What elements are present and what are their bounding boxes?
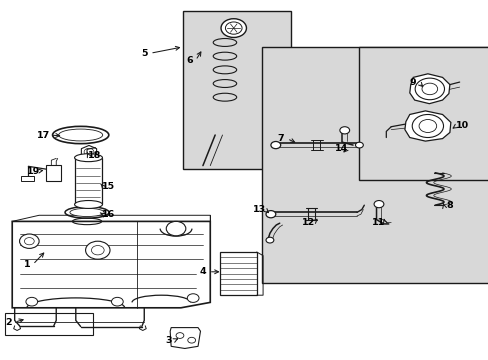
- Polygon shape: [12, 221, 210, 308]
- Text: 10: 10: [455, 122, 468, 130]
- Text: 13: 13: [252, 205, 265, 214]
- Circle shape: [265, 211, 275, 218]
- Circle shape: [20, 234, 39, 248]
- Circle shape: [339, 127, 349, 134]
- Text: 8: 8: [446, 201, 452, 210]
- Text: 6: 6: [186, 56, 193, 65]
- Text: 16: 16: [102, 210, 115, 219]
- Bar: [5, 313, 93, 335]
- Circle shape: [373, 201, 383, 208]
- Circle shape: [85, 241, 110, 259]
- Bar: [183, 11, 290, 169]
- Text: 1: 1: [23, 260, 30, 269]
- Circle shape: [111, 297, 123, 306]
- Text: 4: 4: [199, 267, 206, 276]
- Circle shape: [187, 294, 199, 302]
- Ellipse shape: [70, 208, 104, 216]
- Bar: [46, 165, 61, 181]
- Circle shape: [26, 297, 38, 306]
- Ellipse shape: [74, 201, 102, 208]
- Text: 15: 15: [102, 181, 115, 191]
- Text: 12: 12: [301, 217, 314, 227]
- Text: 11: 11: [371, 217, 385, 227]
- Ellipse shape: [59, 129, 102, 141]
- Bar: [261, 47, 488, 283]
- Circle shape: [270, 141, 280, 149]
- Bar: [220, 252, 256, 295]
- Polygon shape: [404, 111, 450, 141]
- Text: 2: 2: [5, 318, 12, 327]
- Circle shape: [221, 19, 246, 37]
- Circle shape: [355, 142, 363, 148]
- Circle shape: [166, 221, 185, 236]
- Bar: [75, 158, 102, 204]
- Text: 14: 14: [334, 144, 347, 153]
- Text: 3: 3: [165, 336, 172, 345]
- Text: 7: 7: [277, 134, 284, 143]
- Circle shape: [265, 237, 273, 243]
- Circle shape: [225, 22, 242, 34]
- Polygon shape: [170, 328, 200, 348]
- Text: 5: 5: [141, 49, 147, 58]
- Text: 19: 19: [26, 166, 40, 175]
- Ellipse shape: [74, 154, 102, 162]
- Text: 17: 17: [37, 130, 51, 139]
- Bar: [20, 176, 34, 181]
- Polygon shape: [409, 74, 449, 104]
- Polygon shape: [81, 145, 97, 158]
- Text: 18: 18: [87, 151, 101, 160]
- Bar: [359, 47, 488, 180]
- Text: 9: 9: [409, 78, 416, 87]
